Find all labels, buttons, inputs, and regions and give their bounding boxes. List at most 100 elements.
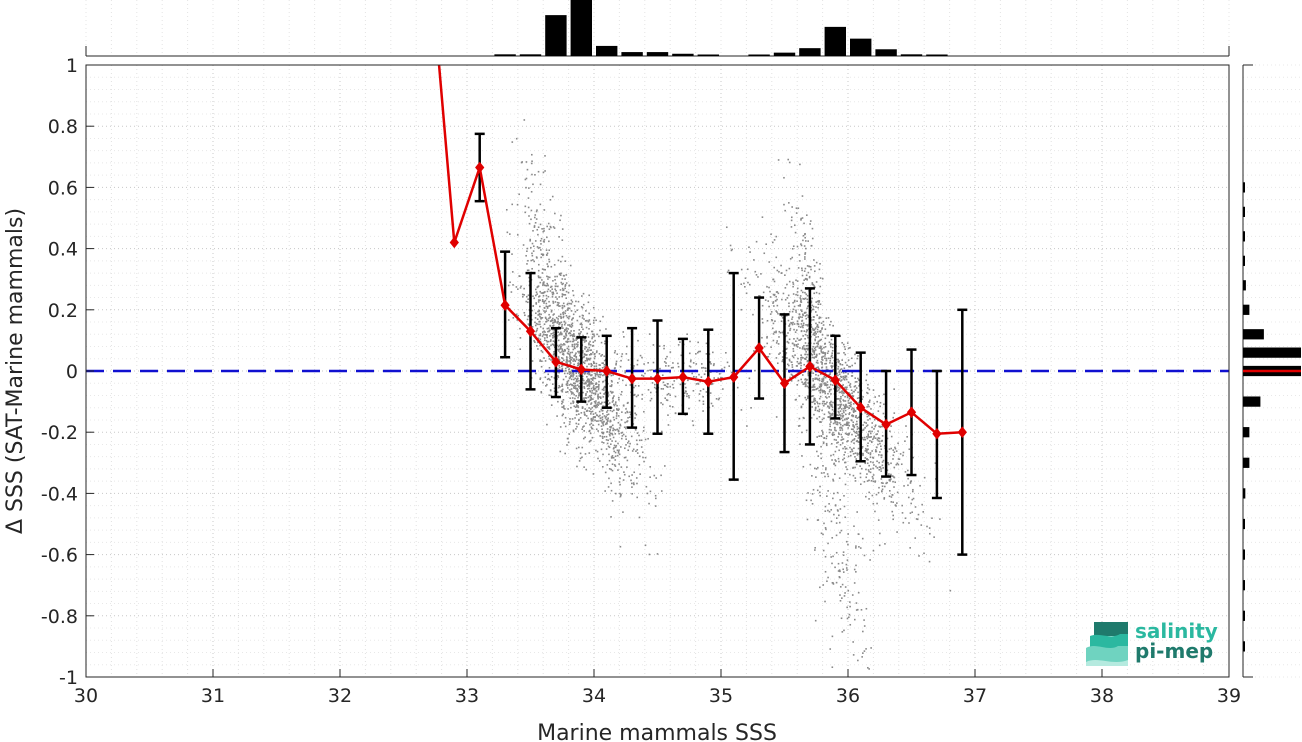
scatter-point — [842, 571, 845, 573]
scatter-point — [819, 395, 822, 398]
scatter-point — [796, 294, 799, 297]
scatter-point — [669, 351, 672, 353]
scatter-point — [829, 383, 832, 386]
scatter-point — [883, 497, 886, 499]
scatter-point — [842, 424, 844, 427]
scatter-point — [879, 532, 881, 535]
scatter-point — [856, 420, 858, 423]
scatter-point — [862, 396, 864, 398]
scatter-point — [880, 490, 883, 493]
scatter-point — [607, 486, 610, 488]
scatter-point — [591, 333, 594, 336]
scatter-point — [820, 435, 823, 438]
scatter-point — [622, 331, 625, 333]
scatter-point — [880, 445, 882, 448]
scatter-point — [802, 335, 804, 337]
scatter-point — [566, 372, 569, 375]
scatter-point — [586, 409, 589, 412]
scatter-point — [859, 465, 861, 467]
scatter-point — [776, 340, 778, 342]
scatter-point — [586, 391, 589, 393]
scatter-point — [865, 476, 868, 479]
scatter-point — [823, 522, 825, 525]
scatter-point — [812, 379, 815, 382]
scatter-point — [852, 395, 855, 398]
scatter-point — [603, 405, 606, 408]
scatter-point — [771, 241, 774, 244]
y-tick-label: -1 — [59, 667, 78, 689]
scatter-point — [566, 330, 568, 333]
scatter-point — [529, 239, 531, 242]
scatter-point — [585, 354, 587, 356]
scatter-point — [916, 518, 919, 521]
scatter-point — [827, 317, 830, 319]
scatter-point — [827, 509, 829, 512]
scatter-point — [809, 265, 812, 268]
scatter-point — [806, 518, 809, 521]
scatter-point — [572, 374, 575, 376]
scatter-point — [926, 525, 928, 528]
scatter-point — [587, 417, 589, 420]
scatter-point — [791, 342, 794, 345]
scatter-point — [539, 360, 541, 362]
scatter-point — [754, 270, 757, 273]
scatter-point — [800, 330, 803, 333]
scatter-point — [867, 404, 869, 406]
scatter-point — [822, 431, 824, 434]
scatter-point — [802, 357, 804, 359]
scatter-point — [624, 412, 627, 414]
scatter-point — [846, 422, 849, 424]
scatter-point — [609, 385, 611, 387]
scatter-point — [534, 221, 537, 224]
scatter-point — [817, 300, 820, 302]
scatter-point — [797, 267, 800, 269]
scatter-point — [873, 464, 875, 466]
right-hist-bar — [1243, 549, 1245, 560]
scatter-point — [575, 413, 578, 416]
scatter-point — [593, 384, 595, 387]
scatter-point — [820, 383, 822, 385]
scatter-point — [585, 422, 587, 425]
scatter-point — [835, 439, 837, 441]
scatter-point — [545, 249, 548, 251]
scatter-point — [838, 477, 841, 479]
scatter-point — [558, 359, 561, 361]
scatter-point — [632, 367, 635, 369]
scatter-point — [910, 480, 913, 482]
scatter-point — [548, 305, 551, 307]
scatter-point — [550, 404, 553, 406]
scatter-point — [838, 387, 841, 390]
scatter-point — [660, 430, 663, 433]
scatter-point — [689, 340, 691, 343]
scatter-point — [835, 581, 838, 584]
scatter-point — [822, 320, 825, 323]
scatter-point — [552, 226, 555, 228]
scatter-point — [563, 320, 566, 323]
scatter-point — [781, 317, 784, 319]
scatter-point — [828, 503, 830, 505]
scatter-point — [718, 373, 721, 375]
scatter-point — [572, 338, 575, 340]
scatter-point — [552, 328, 554, 331]
scatter-point — [829, 415, 831, 418]
scatter-point — [824, 384, 826, 387]
scatter-point — [546, 327, 549, 330]
scatter-point — [831, 635, 834, 638]
scatter-point — [864, 427, 866, 429]
scatter-point — [587, 348, 589, 351]
scatter-point — [881, 464, 884, 467]
scatter-point — [561, 278, 564, 280]
scatter-point — [677, 362, 679, 365]
scatter-point — [590, 363, 593, 366]
scatter-point — [540, 349, 543, 352]
scatter-point — [533, 226, 536, 228]
scatter-point — [628, 416, 631, 418]
scatter-point — [585, 340, 588, 342]
scatter-point — [567, 317, 570, 320]
scatter-point — [949, 589, 952, 592]
scatter-point — [806, 348, 809, 350]
scatter-point — [815, 281, 818, 283]
scatter-point — [928, 527, 931, 529]
scatter-point — [576, 377, 579, 380]
scatter-point — [651, 382, 654, 384]
